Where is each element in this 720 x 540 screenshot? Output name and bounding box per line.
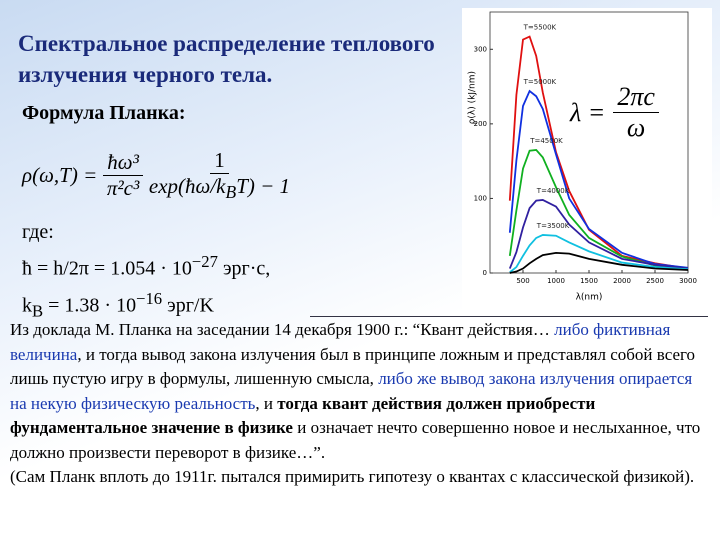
text: = 1.38 · 10 bbox=[43, 294, 137, 317]
x-tick-label: 2000 bbox=[613, 277, 631, 285]
quote: Из доклада М. Планка на заседании 14 дек… bbox=[10, 318, 710, 490]
x-tick-label: 1500 bbox=[580, 277, 598, 285]
separator bbox=[310, 316, 708, 317]
x-tick-label: 2500 bbox=[646, 277, 664, 285]
x-axis-label: λ(nm) bbox=[576, 293, 603, 303]
x-tick-label: 3000 bbox=[679, 277, 697, 285]
text: ħ = h/2π = 1.054 · 10 bbox=[22, 257, 192, 280]
numerator: 1 bbox=[210, 148, 229, 174]
fraction: 1 exp(ħω/kBT) − 1 bbox=[149, 148, 290, 203]
quote-segment: , и bbox=[255, 393, 278, 413]
series-line bbox=[508, 35, 689, 270]
planck-formula: ρ(ω,T) = ħω³ π²c³ 1 exp(ħω/kBT) − 1 bbox=[22, 148, 290, 203]
series-label: T=5500K bbox=[523, 24, 557, 32]
denominator: ω bbox=[626, 113, 646, 142]
text: k bbox=[22, 294, 32, 317]
quote-segment: либо же вывод закона излучения опирается… bbox=[10, 369, 693, 413]
denominator: exp(ħω/kBT) − 1 bbox=[149, 174, 290, 203]
hbar-line: ħ = h/2π = 1.054 · 10−27 эрг·с, bbox=[22, 247, 270, 284]
quote-segment: и означает нечто совершенно новое и несл… bbox=[10, 418, 701, 462]
exponent: −16 bbox=[136, 288, 163, 308]
series-label: T=3500K bbox=[536, 222, 570, 230]
chart: 0 100 200 300 500 1000 1500 2000 2500 3000 λ(nm) ρ(… bbox=[462, 8, 712, 312]
lambda-formula: λ = 2πc ω bbox=[570, 82, 659, 143]
y-tick-label: 300 bbox=[474, 45, 487, 53]
fraction: 2πc ω bbox=[613, 82, 659, 143]
quote-segment: , и тогда вывод закона излучения был в п… bbox=[10, 344, 696, 389]
formula-heading: Формула Планка: bbox=[22, 102, 186, 124]
quote-paragraph: Из доклада М. Планка на заседании 14 дек… bbox=[10, 318, 710, 465]
series-line bbox=[508, 149, 689, 270]
series-line bbox=[509, 234, 689, 273]
y-tick-label: 0 bbox=[483, 269, 487, 277]
quote-segment: либо фиктивная величина bbox=[10, 320, 671, 364]
formula-lhs: λ = bbox=[570, 97, 606, 127]
slide-title: Спектральное распределение теплового изл… bbox=[18, 31, 435, 87]
subscript: B bbox=[32, 301, 44, 321]
constants: где: ħ = h/2π = 1.054 · 10−27 эрг·с, kB … bbox=[22, 218, 270, 325]
numerator: 2πc bbox=[613, 82, 659, 113]
series-line bbox=[509, 251, 689, 274]
where-label: где: bbox=[22, 221, 54, 243]
kb-line: kB = 1.38 · 10−16 эрг/K bbox=[22, 284, 270, 326]
text: exp(ħω/k bbox=[148, 174, 226, 198]
series-line bbox=[508, 89, 689, 269]
numerator: ħω³ bbox=[103, 150, 143, 177]
series-label: T=4000K bbox=[536, 187, 570, 195]
y-axis-label: ρ(λ) (kJ/nm) bbox=[468, 71, 478, 124]
y-tick-label: 100 bbox=[474, 194, 487, 202]
series-label: T=4500K bbox=[529, 137, 563, 145]
x-tick-label: 1000 bbox=[547, 277, 565, 285]
formula-lhs: ρ(ω,T) = bbox=[22, 163, 98, 188]
series-line bbox=[508, 198, 689, 270]
quote-segment: тогда квант действия должен приобрести ф… bbox=[10, 393, 596, 438]
denominator: π²c³ bbox=[106, 176, 140, 201]
text: эрг·с, bbox=[217, 257, 271, 280]
x-tick-label: 500 bbox=[516, 277, 529, 285]
series-label: T=5000K bbox=[523, 78, 557, 86]
y-tick-label: 200 bbox=[474, 120, 487, 128]
text: эрг/K bbox=[162, 294, 214, 317]
quote-note: (Сам Планк вплоть до 1911г. пытался прим… bbox=[10, 467, 695, 486]
subscript: B bbox=[225, 182, 237, 203]
text: T) − 1 bbox=[236, 174, 291, 198]
fraction: ħω³ π²c³ bbox=[103, 150, 143, 201]
quote-segment: Из доклада М. Планка на заседании 14 дек… bbox=[10, 320, 555, 339]
exponent: −27 bbox=[191, 252, 218, 271]
